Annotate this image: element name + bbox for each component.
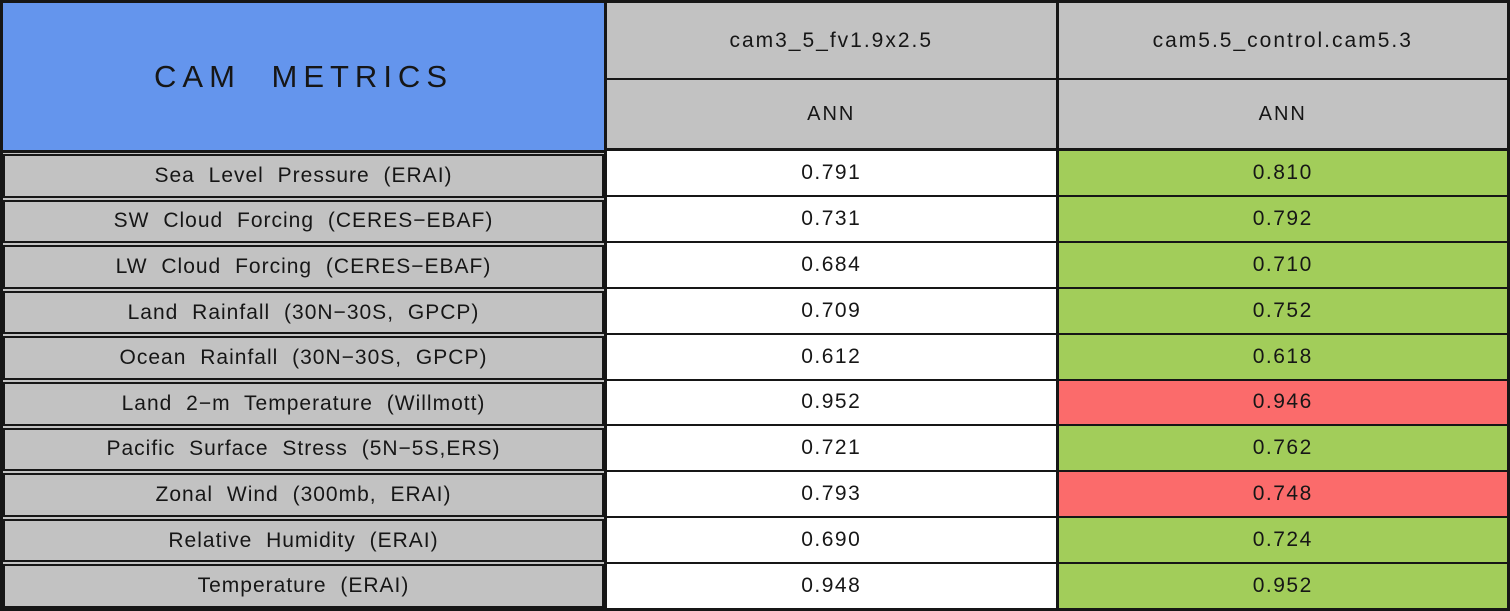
- model-column-cam5-5: cam5.5_control.cam5.3 ANN 0.810 0.792 0.71…: [1055, 3, 1507, 609]
- metric-value-cell: 0.724: [1058, 518, 1507, 565]
- metric-value-cell: 0.952: [1058, 564, 1507, 609]
- table-title: CAM METRICS: [3, 3, 604, 153]
- metric-value-cell: 0.612: [607, 334, 1056, 381]
- metric-value-cell: 0.748: [1058, 472, 1507, 519]
- model-column-cam3-5: cam3_5_fv1.9x2.5 ANN 0.791 0.731 0.684 0.70…: [604, 3, 1056, 609]
- metric-label: Land 2−m Temperature (Willmott): [3, 381, 604, 426]
- metric-value-cell: 0.721: [607, 426, 1056, 473]
- metrics-label-column: CAM METRICS Sea Level Pressure (ERAI) SW …: [3, 3, 604, 608]
- metric-value-cell: 0.952: [607, 380, 1056, 427]
- metric-value-cell: 0.946: [1058, 380, 1507, 427]
- metric-value-cell: 0.948: [607, 564, 1056, 609]
- metric-value-cell: 0.710: [1058, 242, 1507, 289]
- metric-value-cell: 0.792: [1058, 196, 1507, 243]
- metric-label: Ocean Rainfall (30N−30S, GPCP): [3, 336, 604, 380]
- metric-value-cell: 0.791: [607, 151, 1056, 197]
- season-header: ANN: [607, 80, 1056, 151]
- metric-value-cell: 0.731: [607, 196, 1056, 243]
- metric-label: Temperature (ERAI): [3, 564, 604, 608]
- metric-label: Pacific Surface Stress (5N−5S,ERS): [3, 427, 604, 472]
- metric-label: Land Rainfall (30N−30S, GPCP): [3, 290, 604, 335]
- model-name-header: cam3_5_fv1.9x2.5: [607, 3, 1056, 80]
- metric-label: SW Cloud Forcing (CERES−EBAF): [3, 199, 604, 244]
- metric-value-cell: 0.684: [607, 242, 1056, 289]
- metric-label: Sea Level Pressure (ERAI): [3, 154, 604, 198]
- metric-label: LW Cloud Forcing (CERES−EBAF): [3, 245, 604, 289]
- metric-value-cell: 0.762: [1058, 426, 1507, 473]
- metric-value-cell: 0.810: [1058, 151, 1507, 197]
- model-name-header: cam5.5_control.cam5.3: [1058, 3, 1507, 80]
- metric-label: Relative Humidity (ERAI): [3, 518, 604, 563]
- metric-value-cell: 0.793: [607, 472, 1056, 519]
- metric-value-cell: 0.618: [1058, 334, 1507, 381]
- metric-value-cell: 0.709: [607, 288, 1056, 335]
- metric-value-cell: 0.690: [607, 518, 1056, 565]
- metric-label: Zonal Wind (300mb, ERAI): [3, 473, 604, 517]
- metric-value-cell: 0.752: [1058, 288, 1507, 335]
- season-header: ANN: [1058, 80, 1507, 151]
